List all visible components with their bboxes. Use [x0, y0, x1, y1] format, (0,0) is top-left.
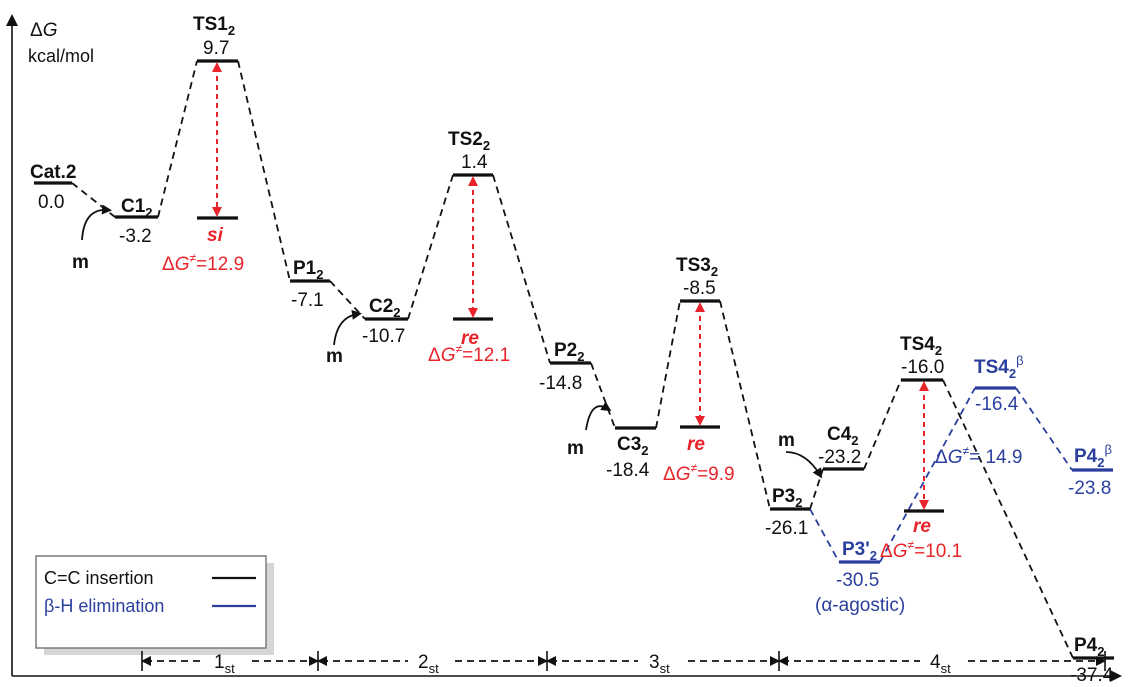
- energy-c4: -23.2: [818, 447, 861, 468]
- energy-p4-beta: -23.8: [1068, 478, 1111, 499]
- label-p4: P42: [1074, 635, 1104, 659]
- energy-ts4-beta: -16.4: [975, 394, 1019, 415]
- face-label-3: re: [687, 434, 705, 455]
- note-p3-prime: (α-agostic): [815, 595, 905, 616]
- label-p3-prime: P3'2: [842, 539, 877, 563]
- step-label-2: 2st: [418, 652, 439, 676]
- barrier-value-3: ΔG≠=9.9: [663, 461, 735, 485]
- barrier-value-1: ΔG≠=12.9: [162, 251, 244, 275]
- legend-label-insertion: C=C insertion: [44, 568, 154, 588]
- energy-levels-elimination: [839, 386, 1113, 564]
- energy-levels: [34, 59, 1114, 660]
- energy-cat2: 0.0: [38, 192, 64, 213]
- monomer-label-2: m: [326, 346, 343, 367]
- label-c3: C32: [617, 434, 649, 458]
- energy-c2: -10.7: [362, 326, 405, 347]
- barrier-value-2: ΔG≠=12.1: [428, 342, 510, 366]
- y-axis-symbol: ΔG: [30, 20, 57, 41]
- energy-ts4: -16.0: [901, 357, 944, 378]
- y-axis-unit: kcal/mol: [28, 46, 94, 66]
- monomer-label-1: m: [72, 252, 89, 273]
- label-c2: C22: [369, 296, 401, 320]
- energy-c1: -3.2: [119, 226, 152, 247]
- face-label-1: si: [207, 225, 224, 246]
- energy-p3-prime: -30.5: [836, 570, 879, 591]
- face-label-2: re: [461, 328, 479, 349]
- energy-ts1: 9.7: [203, 38, 229, 59]
- legend: C=C insertion β-H elimination: [35, 555, 274, 655]
- step-label-1: 1st: [214, 652, 235, 676]
- energy-p4: -37.4: [1070, 665, 1114, 686]
- label-c1: C12: [121, 196, 153, 220]
- energy-p1: -7.1: [291, 290, 324, 311]
- label-p2: P22: [554, 340, 584, 364]
- step-brackets: 1st 2st 3st 4st: [141, 651, 1106, 676]
- label-c4: C42: [827, 424, 859, 448]
- label-cat2: Cat.2: [30, 162, 76, 183]
- elimination-state-labels: P3'2 -30.5 (α-agostic) TS42β -16.4 P42β …: [815, 353, 1112, 616]
- barrier-value-4: ΔG≠=10.1: [880, 538, 962, 562]
- label-ts4: TS42: [900, 334, 942, 358]
- barrier-arrows: [212, 62, 929, 510]
- label-ts2: TS22: [448, 129, 490, 153]
- barrier-value-beta: ΔG≠= 14.9: [935, 444, 1022, 468]
- label-ts3: TS32: [676, 255, 718, 279]
- energy-ts2: 1.4: [461, 152, 488, 173]
- face-label-4: re: [913, 516, 931, 537]
- label-p1: P12: [293, 258, 323, 282]
- state-labels: Cat.2 0.0 C12 -3.2 TS12 9.7 P12 -7.1 C22…: [30, 14, 1114, 686]
- label-ts4-beta: TS42β: [974, 353, 1024, 381]
- energy-ts3: -8.5: [683, 278, 716, 299]
- label-p3: P32: [772, 486, 802, 510]
- energy-p2: -14.8: [539, 373, 582, 394]
- insertion-path-connectors: [71, 60, 1074, 659]
- step-label-4: 4st: [930, 652, 951, 676]
- elimination-path-connectors: [809, 387, 1073, 563]
- label-ts1: TS12: [193, 14, 235, 38]
- monomer-label-4: m: [778, 430, 795, 451]
- monomer-arrows: [81, 204, 823, 479]
- energy-c3: -18.4: [606, 460, 650, 481]
- label-p4-beta: P42β: [1074, 442, 1112, 470]
- step-label-3: 3st: [649, 652, 670, 676]
- energy-p3: -26.1: [765, 518, 808, 539]
- legend-label-elimination: β-H elimination: [44, 596, 164, 616]
- barrier-labels: si ΔG≠=12.9 re ΔG≠=12.1 re ΔG≠=9.9 re ΔG…: [162, 225, 1022, 562]
- monomer-label-3: m: [567, 438, 584, 459]
